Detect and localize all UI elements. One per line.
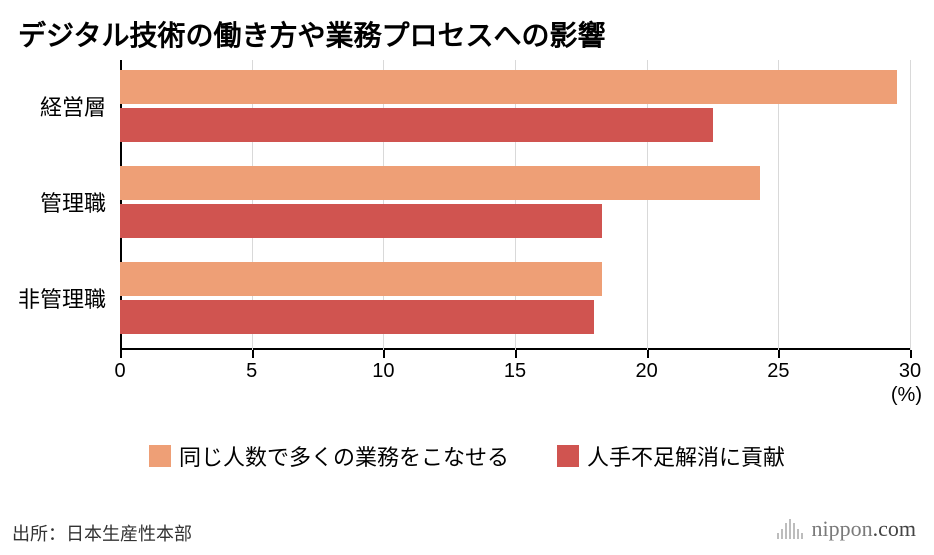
bar xyxy=(120,70,897,104)
x-tick-label: 25 xyxy=(767,350,789,383)
bar xyxy=(120,262,602,296)
bar-chart: (%) 051015202530経営層管理職非管理職 xyxy=(120,60,910,350)
brand-logo: nippon.com xyxy=(777,516,916,542)
bar xyxy=(120,204,602,238)
brand-bars-icon xyxy=(777,519,803,539)
legend-swatch xyxy=(149,445,171,467)
x-tick-label: 20 xyxy=(636,350,658,383)
legend-item: 人手不足解消に貢献 xyxy=(557,440,785,472)
category-label: 非管理職 xyxy=(18,282,120,314)
legend-label: 人手不足解消に貢献 xyxy=(587,440,785,472)
legend-label: 同じ人数で多くの業務をこなせる xyxy=(179,440,509,472)
category-label: 経営層 xyxy=(40,90,120,122)
brand-name: nippon xyxy=(811,516,872,541)
gridline xyxy=(910,60,911,350)
plot-area: (%) 051015202530経営層管理職非管理職 xyxy=(120,60,910,350)
x-tick-label: 10 xyxy=(372,350,394,383)
x-tick-label: 0 xyxy=(114,350,125,383)
x-tick-label: 30 xyxy=(899,350,921,383)
category-label: 管理職 xyxy=(40,186,120,218)
legend-swatch xyxy=(557,445,579,467)
x-tick-label: 5 xyxy=(246,350,257,383)
x-axis-unit: (%) xyxy=(891,384,922,407)
page-title: デジタル技術の働き方や業務プロセスへの影響 xyxy=(0,0,934,58)
bar xyxy=(120,300,594,334)
x-tick-label: 15 xyxy=(504,350,526,383)
source-text: 出所：日本生産性本部 xyxy=(12,520,192,546)
legend: 同じ人数で多くの業務をこなせる 人手不足解消に貢献 xyxy=(0,440,934,472)
legend-item: 同じ人数で多くの業務をこなせる xyxy=(149,440,509,472)
bar xyxy=(120,108,713,142)
brand-suffix: .com xyxy=(873,516,916,541)
bar xyxy=(120,166,760,200)
